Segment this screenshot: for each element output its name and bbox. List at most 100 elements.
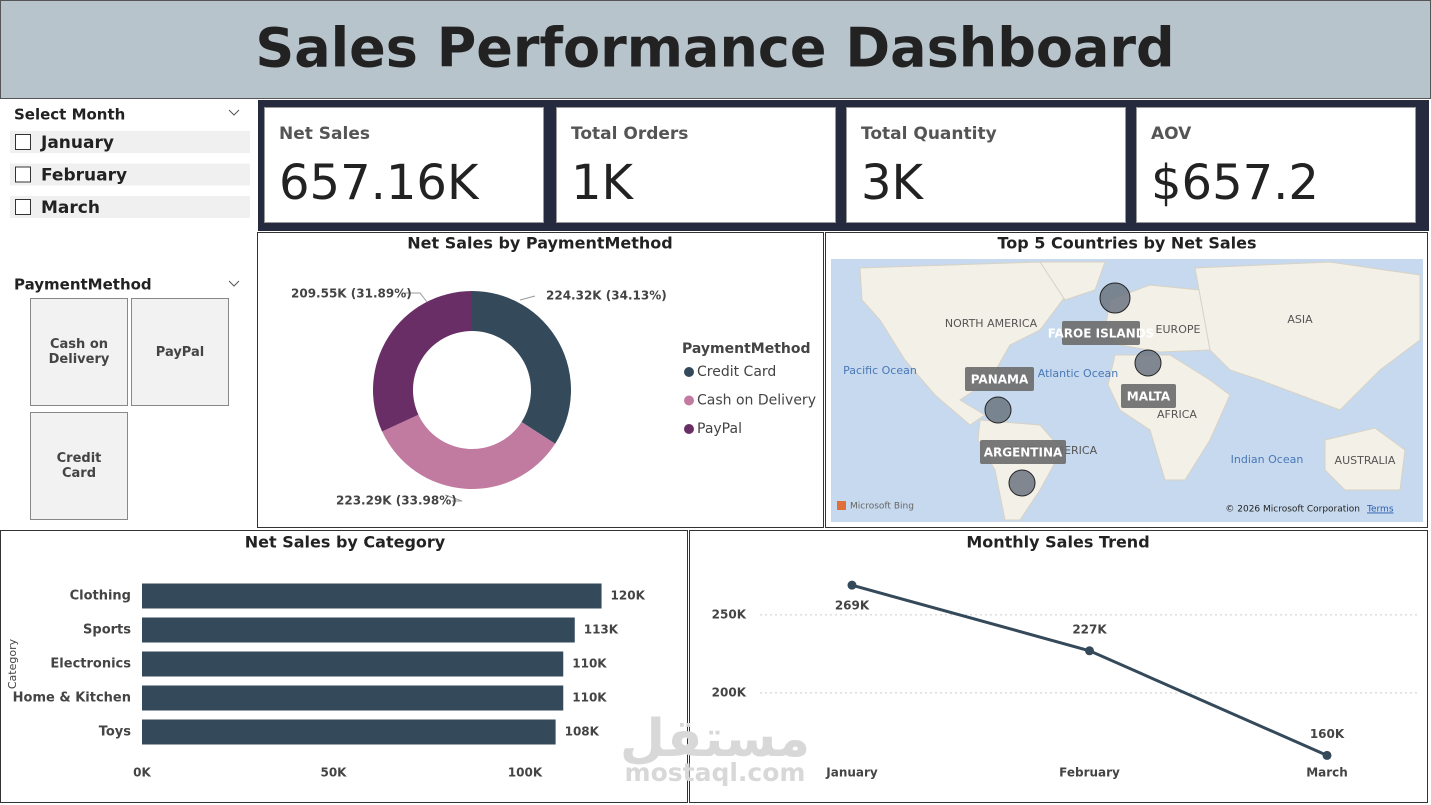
slicer-option[interactable]: January	[40, 133, 114, 153]
slicer-row[interactable]	[10, 196, 250, 218]
leader-line	[519, 295, 536, 301]
map-bubble[interactable]	[984, 396, 1012, 424]
header	[0, 0, 1431, 99]
legend-marker	[684, 367, 694, 377]
panel	[689, 530, 1428, 803]
land	[1039, 261, 1106, 301]
chart-title: Net Sales by Category	[245, 533, 446, 552]
category-label: Home & Kitchen	[13, 691, 131, 706]
attribution-link[interactable]: Terms	[1366, 505, 1394, 515]
slicer-option[interactable]: March	[41, 198, 100, 218]
checkbox[interactable]	[15, 199, 31, 215]
chevron[interactable]	[228, 109, 240, 116]
chart-title: Net Sales by PaymentMethod	[407, 234, 673, 253]
donut-slice	[382, 414, 556, 489]
category-label: Toys	[99, 725, 132, 740]
point	[847, 580, 857, 590]
kpi-value: 657.16K	[279, 155, 480, 211]
kpi-card	[1136, 107, 1416, 223]
x-tick-label: March	[1306, 766, 1348, 780]
legend-marker	[684, 424, 694, 434]
data-label: 269K	[835, 599, 870, 613]
map-label: AFRICA	[1157, 408, 1197, 421]
chart-title: Top 5 Countries by Net Sales	[997, 234, 1256, 253]
donut-slice	[472, 291, 571, 444]
attribution: Microsoft Bing	[850, 502, 914, 512]
kpi-value: 1K	[571, 155, 635, 211]
donut-slice	[373, 291, 472, 432]
data-label: 110K	[572, 657, 607, 671]
kpi-card	[556, 107, 836, 223]
x-tick-label: 0K	[133, 766, 151, 780]
map-label: Indian Ocean	[1231, 453, 1304, 466]
kpi-label: Total Quantity	[861, 124, 997, 144]
slicer-button[interactable]: Credit Card	[30, 412, 128, 520]
category-label: Electronics	[50, 657, 131, 672]
kpi-card	[846, 107, 1126, 223]
kpi-card	[264, 107, 544, 223]
land	[1324, 427, 1406, 491]
legend-label: Credit Card	[697, 364, 776, 380]
x-tick-label: 50K	[320, 766, 347, 780]
data-label: 108K	[565, 725, 600, 739]
watermark: mostaql.com	[625, 758, 806, 787]
point	[1322, 750, 1332, 760]
map-label: ASIA	[1287, 313, 1313, 326]
location-label: PANAMA	[971, 373, 1029, 387]
legend-marker	[684, 395, 694, 406]
slicer-option[interactable]: February	[41, 166, 127, 186]
checkbox[interactable]	[15, 166, 31, 183]
legend-title: PaymentMethod	[682, 341, 811, 357]
land	[1194, 261, 1421, 411]
data-label: 224.32K (34.13%)	[546, 289, 667, 303]
slicer-button[interactable]: PayPal	[131, 298, 229, 406]
location-label: FAROE ISLANDS	[1048, 327, 1155, 341]
x-tick-label: January	[825, 766, 878, 780]
location-tag	[1062, 321, 1140, 345]
slicer-button[interactable]: Cash on Delivery	[30, 298, 128, 406]
bar	[142, 719, 556, 745]
slicer-row[interactable]	[10, 163, 250, 186]
data-label: 120K	[611, 589, 646, 603]
point	[1085, 646, 1094, 656]
map-label: NORTH AMERICA	[945, 317, 1038, 330]
x-tick-label: February	[1059, 766, 1120, 780]
location-label: ARGENTINA	[984, 446, 1063, 460]
map-bubble[interactable]	[1099, 282, 1131, 314]
data-label: 209.55K (31.89%)	[291, 287, 412, 301]
data-label: 223.29K (33.98%)	[336, 494, 457, 508]
category-label: Clothing	[70, 589, 131, 604]
axis-title: Category	[6, 638, 19, 689]
slicer-row[interactable]	[10, 131, 250, 153]
kpi-label: Total Orders	[571, 124, 688, 144]
dashboard-title: Sales Performance Dashboard	[255, 17, 1174, 80]
bing-logo	[837, 501, 846, 510]
checkbox[interactable]	[15, 134, 31, 150]
map-label: AUSTRALIA	[1335, 454, 1396, 467]
leader-line	[444, 494, 463, 502]
chart-title: Monthly Sales Trend	[966, 533, 1149, 552]
bar	[142, 685, 564, 711]
legend-label: Cash on Delivery	[697, 393, 816, 409]
kpi-value: 3K	[861, 155, 925, 211]
map-bubble[interactable]	[1008, 469, 1036, 497]
location-tag	[965, 367, 1034, 391]
x-tick-label: 100K	[508, 766, 543, 780]
map-bubble[interactable]	[1134, 349, 1162, 377]
data-label: 113K	[584, 623, 619, 637]
attribution: © 2026 Microsoft Corporation	[1225, 505, 1360, 515]
leader-line	[405, 292, 428, 303]
location-tag	[1121, 384, 1176, 408]
legend-label: PayPal	[697, 421, 742, 437]
kpi-label: AOV	[1151, 124, 1192, 144]
map-label: Pacific Ocean	[843, 364, 917, 377]
y-tick-label: 200K	[712, 685, 747, 699]
chevron[interactable]	[228, 280, 240, 287]
map-label: Atlantic Ocean	[1038, 367, 1119, 380]
bar	[142, 617, 575, 643]
map-label: EUROPE	[1156, 323, 1201, 336]
location-label: MALTA	[1127, 390, 1171, 404]
y-tick-label: 250K	[712, 607, 747, 621]
